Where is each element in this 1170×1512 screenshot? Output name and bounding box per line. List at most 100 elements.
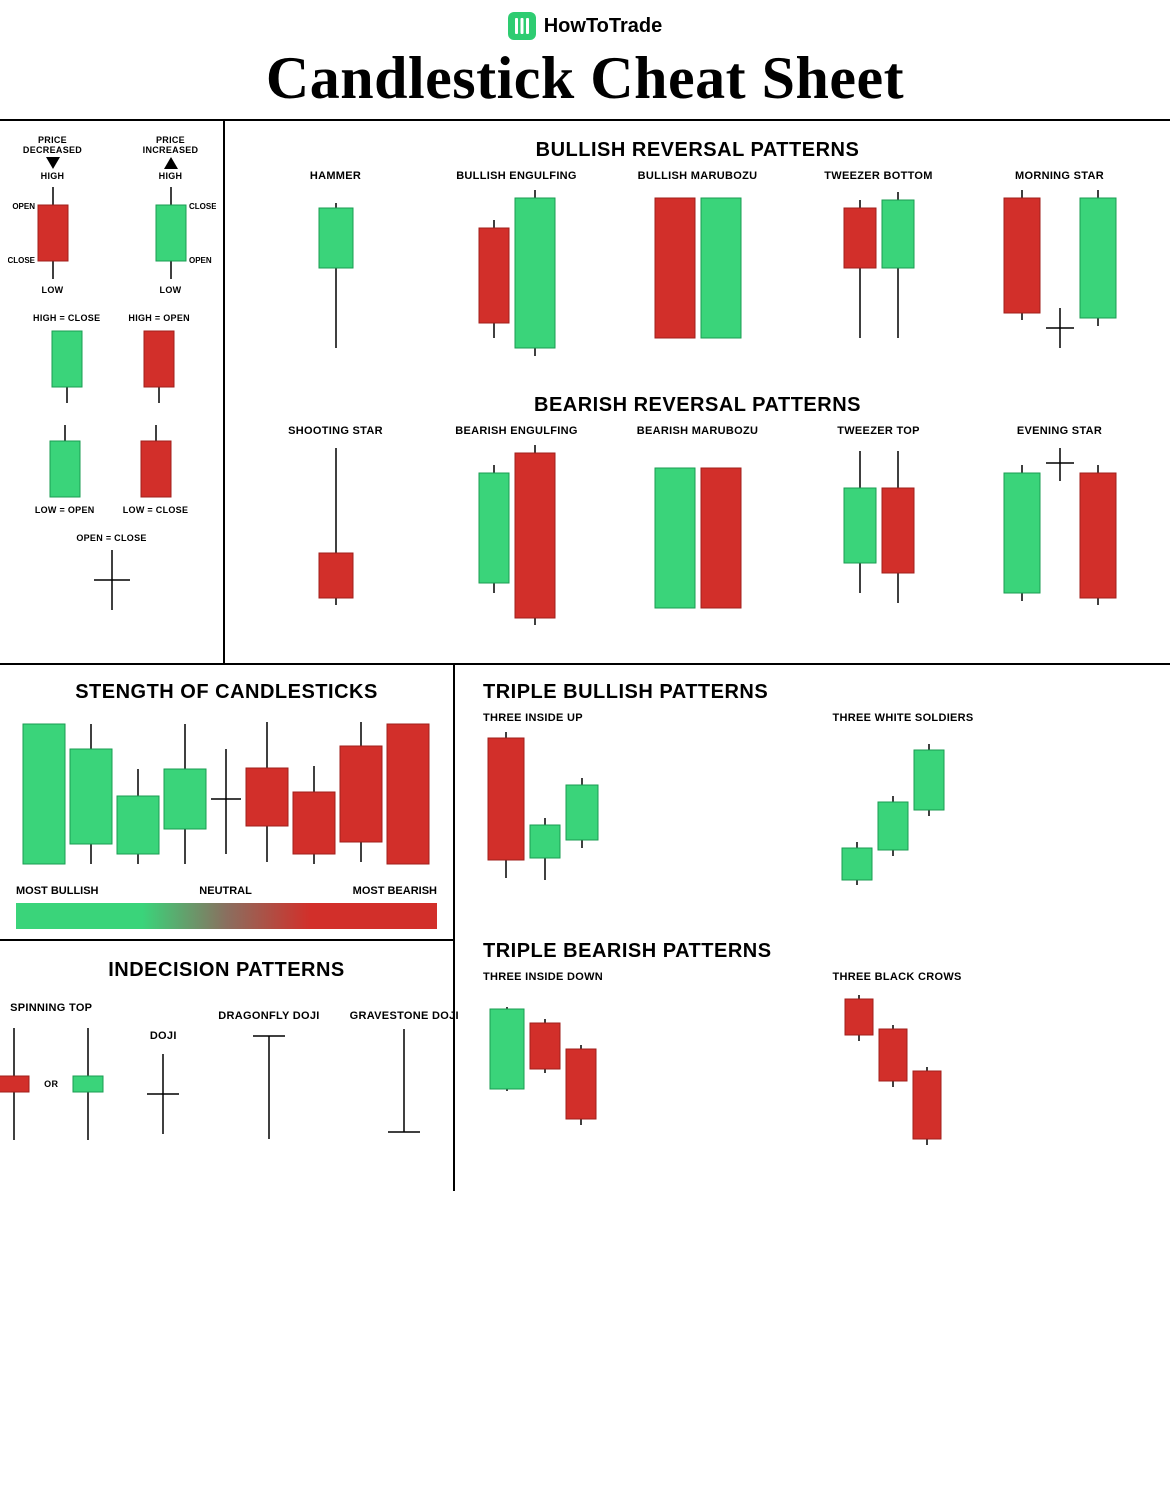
brand: HowToTrade	[508, 12, 663, 40]
pattern-three-black-crows: THREE BLACK CROWS	[833, 971, 1143, 1159]
pattern-candles	[833, 989, 953, 1159]
strength-candles	[16, 714, 436, 874]
section-title-triple-bearish: TRIPLE BEARISH PATTERNS	[483, 940, 1142, 963]
section-title-indecision: INDECISION PATTERNS	[16, 959, 437, 982]
pattern-three-white-soldiers: THREE WHITE SOLDIERS	[833, 712, 1143, 900]
page-title: Candlestick Cheat Sheet	[0, 44, 1170, 113]
legend-panel: PRICE DECREASED HIGH OPEN CLOSE LOW PRICE…	[0, 121, 225, 663]
label-high: HIGH	[41, 171, 65, 181]
label-high: HIGH	[159, 171, 183, 181]
pattern-hammer: HAMMER	[249, 170, 422, 368]
strength-panel: STENGTH OF CANDLESTICKS MOST BULLISH NEU…	[0, 665, 453, 941]
brand-name: HowToTrade	[544, 15, 663, 38]
section-title-bearish: BEARISH REVERSAL PATTERNS	[249, 394, 1146, 417]
pattern-tweezer-top: TWEEZER TOP	[792, 425, 965, 633]
pattern-label: EVENING STAR	[1017, 425, 1102, 437]
pattern-candles	[296, 443, 376, 633]
pattern-bullish-marubozu: BULLISH MARUBOZU	[611, 170, 784, 368]
label-price-decreased: PRICE DECREASED	[23, 135, 82, 155]
legend-bullish-anatomy: PRICE INCREASED HIGH CLOSE OPEN LOW	[126, 135, 216, 295]
pattern-bullish-engulfing: BULLISH ENGULFING	[430, 170, 603, 368]
pattern-candles	[839, 188, 919, 368]
pattern-evening-star: EVENING STAR	[973, 425, 1146, 633]
pattern-label: THREE WHITE SOLDIERS	[833, 712, 974, 724]
legend-low-eq-close-candle	[126, 423, 186, 503]
pattern-label: BEARISH MARUBOZU	[637, 425, 759, 437]
legend-doji	[82, 545, 142, 615]
pattern-candles	[483, 730, 603, 900]
pattern-candles	[839, 443, 919, 633]
pattern-morning-star: MORNING STAR	[973, 170, 1146, 368]
pattern-candles	[483, 989, 603, 1159]
brand-logo-icon	[508, 12, 536, 40]
bullish-patterns-grid: HAMMER BULLISH ENGULFING BULLISH MARUBOZU T…	[249, 170, 1146, 368]
section-title-triple-bullish: TRIPLE BULLISH PATTERNS	[483, 681, 1142, 704]
svg-text:OPEN: OPEN	[189, 256, 212, 265]
pattern-candles	[1000, 188, 1120, 368]
label-neutral: NEUTRAL	[199, 885, 252, 897]
indecision-panel: INDECISION PATTERNS SPINNING TOP OR DOJI	[0, 941, 453, 1160]
label-gravestone: GRAVESTONE DOJI	[350, 1010, 459, 1022]
spinning-top-green	[68, 1024, 108, 1144]
pattern-candles	[1000, 443, 1120, 633]
label-low-eq-close: LOW = CLOSE	[123, 505, 189, 515]
label-low: LOW	[160, 285, 182, 295]
pattern-label: BEARISH ENGULFING	[455, 425, 577, 437]
pattern-label: THREE INSIDE DOWN	[483, 971, 603, 983]
triangle-up-icon	[164, 157, 178, 169]
pattern-candles	[475, 188, 559, 368]
section-title-bullish: BULLISH REVERSAL PATTERNS	[249, 139, 1146, 162]
pattern-bearish-engulfing: BEARISH ENGULFING	[430, 425, 603, 633]
pattern-label: BULLISH ENGULFING	[456, 170, 577, 182]
pattern-label: MORNING STAR	[1015, 170, 1104, 182]
pattern-three-inside-up: THREE INSIDE UP	[483, 712, 793, 900]
svg-text:CLOSE: CLOSE	[189, 202, 216, 211]
label-high-eq-open: HIGH = OPEN	[128, 313, 190, 323]
pattern-three-inside-down: THREE INSIDE DOWN	[483, 971, 793, 1159]
label-most-bearish: MOST BEARISH	[353, 885, 437, 897]
legend-bull-candle: CLOSE OPEN	[126, 183, 216, 283]
triple-bullish-grid: THREE INSIDE UP THREE WHITE SOLDIERS	[483, 712, 1142, 900]
pattern-bearish-marubozu: BEARISH MARUBOZU	[611, 425, 784, 633]
svg-text:CLOSE: CLOSE	[8, 256, 36, 265]
label-high-eq-close: HIGH = CLOSE	[33, 313, 100, 323]
label-open-eq-close: OPEN = CLOSE	[76, 533, 146, 543]
label-low: LOW	[42, 285, 64, 295]
pattern-label: TWEEZER TOP	[837, 425, 920, 437]
strength-gradient-bar	[16, 903, 437, 929]
label-most-bullish: MOST BULLISH	[16, 885, 99, 897]
label-price-increased: PRICE INCREASED	[143, 135, 199, 155]
legend-low-eq-open-candle	[35, 423, 95, 503]
pattern-tweezer-bottom: TWEEZER BOTTOM	[792, 170, 965, 368]
label-spinning-top: SPINNING TOP	[10, 1002, 92, 1014]
label-dragonfly: DRAGONFLY DOJI	[218, 1010, 319, 1022]
label-low-eq-open: LOW = OPEN	[35, 505, 95, 515]
spinning-top-red	[0, 1024, 34, 1144]
triangle-down-icon	[46, 157, 60, 169]
legend-high-eq-close-candle	[37, 325, 97, 405]
label-or: OR	[44, 1079, 58, 1089]
label-doji: DOJI	[150, 1030, 177, 1042]
legend-high-eq-open-candle	[129, 325, 189, 405]
pattern-candles	[296, 188, 376, 368]
legend-bearish-anatomy: PRICE DECREASED HIGH OPEN CLOSE LOW	[8, 135, 98, 295]
pattern-candles	[833, 730, 953, 900]
indecision-doji	[138, 1044, 188, 1144]
pattern-label: SHOOTING STAR	[288, 425, 383, 437]
gravestone-doji	[379, 1024, 429, 1144]
pattern-label: TWEEZER BOTTOM	[824, 170, 933, 182]
pattern-candles	[475, 443, 559, 633]
legend-bear-candle: OPEN CLOSE	[8, 183, 98, 283]
bearish-patterns-grid: SHOOTING STAR BEARISH ENGULFING BEARISH MA…	[249, 425, 1146, 633]
pattern-candles	[651, 443, 745, 633]
section-title-strength: STENGTH OF CANDLESTICKS	[16, 681, 437, 704]
pattern-candles	[651, 188, 745, 368]
pattern-label: THREE INSIDE UP	[483, 712, 583, 724]
pattern-label: BULLISH MARUBOZU	[638, 170, 758, 182]
svg-text:OPEN: OPEN	[12, 202, 35, 211]
dragonfly-doji	[244, 1024, 294, 1144]
triple-bearish-grid: THREE INSIDE DOWN THREE BLACK CROWS	[483, 971, 1142, 1159]
pattern-label: THREE BLACK CROWS	[833, 971, 962, 983]
pattern-shooting-star: SHOOTING STAR	[249, 425, 422, 633]
pattern-label: HAMMER	[310, 170, 361, 182]
